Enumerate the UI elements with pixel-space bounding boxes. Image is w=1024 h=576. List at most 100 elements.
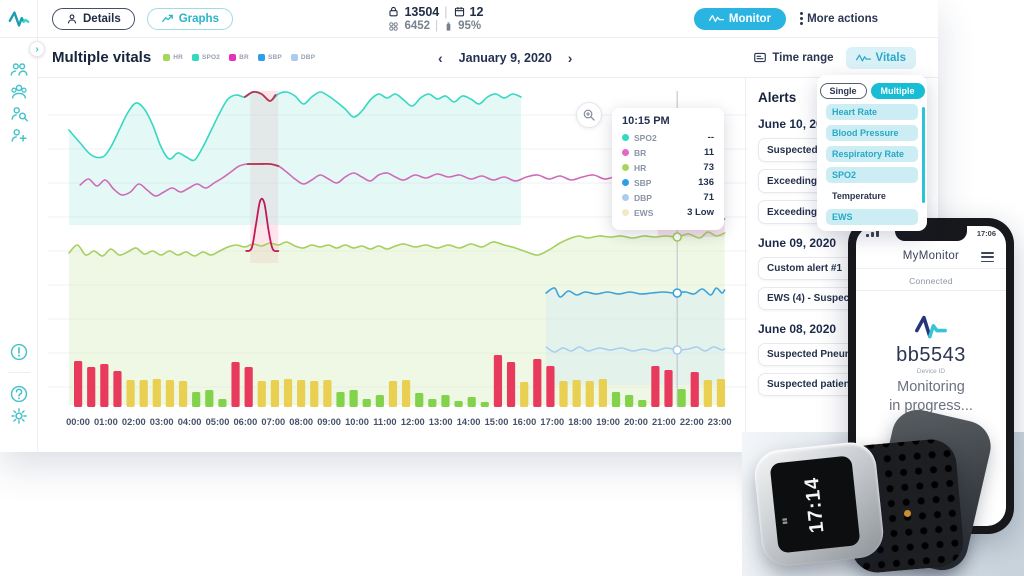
series-dot: [622, 134, 629, 141]
sidebar-divider: [8, 372, 30, 373]
stat-separator: |: [444, 4, 448, 19]
sidebar: ›: [0, 38, 45, 452]
x-axis-label: 13:00: [429, 417, 453, 427]
legend-item[interactable]: BR: [229, 54, 249, 61]
more-actions-button[interactable]: More actions: [800, 12, 878, 25]
watch-screen: 17:14: [769, 455, 861, 554]
vitals-dropdown: Single Multiple Heart Rate Blood Pressure…: [817, 75, 927, 231]
phone-logo-icon: [913, 314, 949, 345]
monitor-button[interactable]: Monitor: [693, 7, 787, 30]
series-dot: [622, 179, 629, 186]
ews-bar: [651, 366, 660, 407]
ews-bar: [205, 390, 214, 407]
vitals-dropdown-scrollbar[interactable]: [922, 107, 925, 203]
x-axis-label: 17:00: [540, 417, 564, 427]
ews-bar: [310, 381, 319, 407]
prev-day-button[interactable]: ‹: [438, 49, 443, 66]
tab-single[interactable]: Single: [819, 83, 867, 99]
x-axis-label: 11:00: [373, 417, 396, 427]
legend-item[interactable]: HR: [163, 54, 183, 61]
cursor-marker: [672, 288, 683, 298]
ews-bar: [323, 380, 332, 407]
ews-bar: [428, 399, 437, 407]
ews-bar: [126, 380, 135, 407]
vitals-label: Vitals: [875, 51, 906, 64]
vitals-menu-item[interactable]: Blood Pressure: [826, 125, 918, 141]
ews-bar: [139, 380, 148, 407]
legend-item[interactable]: SBP: [257, 54, 282, 61]
ews-bar: [178, 381, 188, 407]
sidebar-item-groups[interactable]: [9, 82, 29, 102]
ews-bar: [192, 392, 201, 407]
sidebar-expand-button[interactable]: ›: [29, 41, 45, 57]
x-axis-label: 04:00: [178, 417, 202, 427]
ews-bar: [572, 380, 581, 407]
tooltip-rows: SPO2 -- BR 11 HR 73 SBP 136 DBP 71 EWS 3 Low: [622, 132, 714, 218]
x-axis-label: 21:00: [652, 417, 676, 427]
ews-bar: [716, 379, 726, 407]
tooltip-series-value: 136: [698, 177, 714, 188]
ews-bar: [598, 379, 607, 407]
vitals-menu-item[interactable]: EWS: [826, 209, 918, 225]
x-axis-label: 09:00: [317, 417, 341, 427]
hamburger-menu-icon: [981, 252, 994, 263]
vitals-menu-item[interactable]: SPO2: [826, 167, 918, 183]
sidebar-item-add-patient[interactable]: [9, 126, 29, 146]
ews-bar: [257, 381, 266, 407]
legend-item[interactable]: DBP: [290, 54, 315, 61]
series-line-hr: [68, 231, 726, 257]
vitals-button[interactable]: Vitals: [845, 46, 916, 69]
next-day-button[interactable]: ›: [567, 49, 573, 66]
legend-item[interactable]: SPO2: [191, 54, 220, 61]
tooltip-row: BR 11: [622, 147, 714, 158]
x-axis-label: 20:00: [624, 417, 648, 427]
legend-swatch: [257, 54, 265, 61]
x-axis-label: 02:00: [122, 417, 146, 427]
ews-bar: [244, 367, 253, 407]
sidebar-item-alerts[interactable]: [9, 342, 29, 362]
x-axis-label: 18:00: [568, 417, 592, 427]
x-axis-label: 16:00: [513, 417, 537, 427]
legend-label: BR: [239, 54, 249, 61]
x-axis-label: 14:00: [457, 417, 481, 427]
tooltip-row: SPO2 --: [622, 132, 714, 143]
graphs-button[interactable]: Graphs: [146, 7, 233, 30]
stats-row-bottom: 6452 | 95%: [387, 20, 483, 33]
x-axis-label: 19:00: [596, 417, 620, 427]
ews-bar: [402, 380, 411, 407]
calendar-icon: [454, 7, 464, 17]
page-title: Multiple vitals: [52, 49, 152, 66]
chart-legend: HR SPO2 BR SBP DBP: [163, 54, 315, 61]
tooltip-series-label: SPO2: [634, 132, 657, 143]
series-line-sbp: [545, 287, 726, 298]
vitals-menu-item[interactable]: Respiratory Rate: [826, 146, 918, 162]
series-line-spo2: [68, 91, 522, 162]
divider: [856, 268, 1006, 269]
ews-bar: [87, 367, 96, 407]
vitals-menu-item[interactable]: Heart Rate: [826, 104, 918, 120]
monitor-label: Monitor: [728, 12, 772, 25]
sidebar-item-help[interactable]: [9, 384, 29, 404]
sidebar-item-patient-search[interactable]: [9, 104, 29, 124]
ews-bar: [454, 401, 463, 407]
vitals-chart[interactable]: 00:00 01:00 02:00 03:00 04:00 05:00 06:00 07:00…: [38, 78, 748, 452]
time-range-button[interactable]: Time range: [753, 51, 834, 64]
alerts-title: Alerts: [758, 90, 797, 105]
x-axis-label: 06:00: [234, 417, 258, 427]
vitals-chart-svg: 00:00 01:00 02:00 03:00 04:00 05:00 06:00 07:00…: [48, 90, 748, 427]
tooltip-row: SBP 136: [622, 177, 714, 188]
series-area-sbp: [546, 287, 725, 385]
ews-bar: [611, 392, 621, 407]
app-logo[interactable]: [0, 0, 38, 38]
date-label: January 9, 2020: [458, 50, 552, 65]
tab-multiple[interactable]: Multiple: [870, 83, 925, 99]
ews-bar: [270, 380, 279, 407]
chevron-right-icon: ›: [35, 43, 39, 55]
date-navigator: ‹ January 9, 2020 ›: [438, 51, 572, 65]
vitals-menu-item[interactable]: Temperature: [826, 188, 918, 204]
details-button[interactable]: Details: [52, 7, 135, 30]
tooltip-series-label: SBP: [634, 177, 652, 188]
chart-zoom-button[interactable]: [576, 102, 602, 128]
sidebar-item-patients[interactable]: [9, 60, 29, 80]
sidebar-item-settings[interactable]: [9, 406, 29, 426]
